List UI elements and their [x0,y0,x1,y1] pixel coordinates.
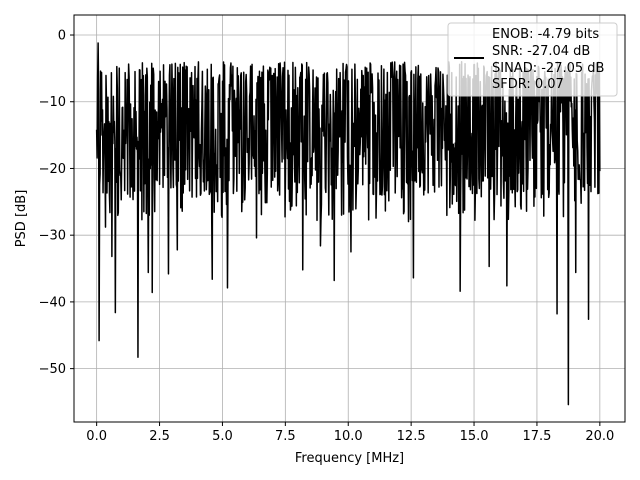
y-axis-ticks: 0 −10 −20 −30 −40 −50 [39,29,74,377]
x-tick-label: 0.0 [86,429,107,444]
y-tick-label: −10 [39,95,66,110]
y-axis-label: PSD [dB] [14,190,29,248]
x-tick-label: 7.5 [275,429,296,444]
x-tick-label: 20.0 [585,429,614,444]
x-tick-label: 17.5 [522,429,551,444]
x-tick-label: 5.0 [212,429,233,444]
y-tick-label: 0 [58,29,66,44]
y-tick-label: −40 [39,295,66,310]
y-tick-label: −30 [39,229,66,244]
legend-box [447,22,618,97]
psd-series-line [95,42,601,406]
x-tick-label: 12.5 [397,429,426,444]
x-tick-label: 10.0 [334,429,363,444]
series-layer [95,42,601,406]
x-tick-label: 15.0 [460,429,489,444]
legend-sfdr: SFDR: 0.07 [492,77,564,92]
x-tick-label: 2.5 [149,429,170,444]
legend-enob: ENOB: -4.79 bits [492,27,599,42]
y-tick-label: −20 [39,162,66,177]
legend: ENOB: -4.79 bits SNR: -27.04 dB SINAD: -… [447,22,618,97]
plot-frame [73,14,626,423]
x-axis-label: Frequency [MHz] [295,451,404,466]
legend-sinad: SINAD: -27.05 dB [492,61,604,76]
y-tick-label: −50 [39,362,66,377]
legend-snr: SNR: -27.04 dB [492,44,590,59]
x-axis-ticks: 0.0 2.5 5.0 7.5 10.0 12.5 15.0 17.5 20.0 [86,422,614,444]
